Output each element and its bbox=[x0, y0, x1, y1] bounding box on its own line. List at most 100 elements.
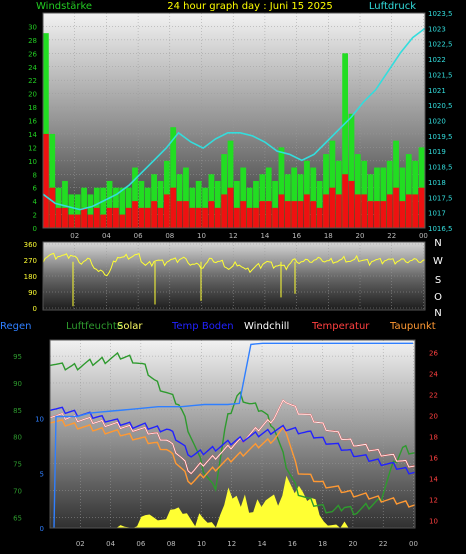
pressure-tick-label: 1023 bbox=[428, 25, 446, 33]
speed-bar bbox=[399, 201, 406, 228]
humidity-tick-label: 70 bbox=[13, 487, 22, 495]
gust-bar bbox=[342, 53, 348, 228]
climate-panel-x-ticks: 02 04 06 08 10 12 14 16 18 20 22 00 bbox=[76, 540, 418, 548]
speed-bar bbox=[43, 133, 49, 228]
temperature-tick-label: 14 bbox=[429, 476, 438, 484]
rain-tick-label: 10 bbox=[35, 416, 44, 424]
speed-bar bbox=[418, 187, 425, 228]
time-tick-label: 18 bbox=[318, 540, 327, 548]
direction-tick-label: 0 bbox=[33, 305, 37, 313]
wind-tick-label: 20 bbox=[28, 91, 37, 99]
legend-item: Regen bbox=[0, 321, 32, 332]
speed-bar bbox=[412, 194, 419, 228]
pressure-tick-label: 1021,5 bbox=[428, 71, 453, 79]
speed-bar bbox=[316, 207, 323, 228]
time-tick-label: 14 bbox=[260, 232, 269, 240]
compass-letter: O bbox=[434, 292, 442, 303]
speed-bar bbox=[348, 180, 355, 228]
gust-bar bbox=[195, 180, 202, 228]
gust-bar bbox=[253, 180, 259, 228]
temperature-tick-label: 12 bbox=[429, 497, 438, 505]
pressure-tick-label: 1020,5 bbox=[428, 102, 453, 110]
speed-bar bbox=[195, 207, 202, 228]
humidity-ticks: 65 70 75 80 85 90 95 bbox=[13, 353, 22, 522]
gust-bar bbox=[68, 194, 75, 228]
pressure-tick-label: 1019,5 bbox=[428, 133, 453, 141]
pressure-tick-label: 1018,5 bbox=[428, 164, 453, 172]
wind-tick-label: 18 bbox=[28, 104, 37, 112]
speed-bar bbox=[170, 187, 177, 228]
gust-bar bbox=[119, 187, 126, 228]
speed-bar bbox=[157, 207, 164, 228]
speed-bar bbox=[183, 201, 189, 228]
time-tick-label: 04 bbox=[106, 540, 115, 548]
time-tick-label: 06 bbox=[136, 540, 145, 548]
pressure-tick-label: 1021 bbox=[428, 87, 446, 95]
speed-bar bbox=[221, 194, 228, 228]
speed-bar bbox=[151, 201, 157, 228]
speed-bar bbox=[246, 207, 253, 228]
time-tick-label: 20 bbox=[356, 232, 365, 240]
time-tick-label: 08 bbox=[167, 540, 176, 548]
time-tick-label: 00 bbox=[409, 540, 418, 548]
speed-bar bbox=[259, 201, 266, 228]
speed-bar bbox=[386, 194, 393, 228]
speed-bar bbox=[361, 194, 368, 228]
humidity-tick-label: 95 bbox=[13, 353, 22, 361]
wind-tick-label: 16 bbox=[28, 118, 37, 126]
speed-bar bbox=[138, 207, 145, 228]
speed-bar bbox=[291, 201, 298, 228]
humidity-tick-label: 80 bbox=[13, 434, 22, 442]
speed-bar bbox=[144, 207, 151, 228]
gust-bar bbox=[374, 167, 380, 228]
speed-bar bbox=[393, 187, 399, 228]
gust-bar bbox=[106, 180, 113, 228]
gust-bar bbox=[87, 194, 94, 228]
humidity-tick-label: 65 bbox=[13, 514, 22, 522]
pressure-tick-label: 1023,5 bbox=[428, 10, 453, 18]
speed-bar bbox=[278, 194, 285, 228]
gust-bar bbox=[405, 154, 412, 228]
wind-tick-label: 28 bbox=[28, 37, 37, 45]
speed-bar bbox=[125, 207, 132, 228]
wind-tick-label: 26 bbox=[28, 50, 37, 58]
compass-letter: N bbox=[434, 308, 441, 319]
time-tick-label: 12 bbox=[227, 540, 236, 548]
wind-tick-label: 0 bbox=[33, 225, 37, 233]
speed-bar bbox=[272, 207, 278, 228]
speed-bar bbox=[297, 201, 304, 228]
speed-bar bbox=[132, 201, 138, 228]
chart-title: 24 hour graph day : Juni 15 2025 bbox=[167, 1, 333, 12]
climate-lines bbox=[49, 342, 416, 529]
gust-bar bbox=[380, 167, 387, 228]
temperature-tick-label: 26 bbox=[429, 350, 438, 358]
speed-bar bbox=[374, 201, 380, 228]
compass-letter: W bbox=[433, 256, 443, 267]
gust-bar bbox=[316, 180, 323, 228]
pressure-tick-label: 1018 bbox=[428, 179, 446, 187]
wind-direction-line bbox=[42, 252, 426, 307]
wind-tick-label: 22 bbox=[28, 77, 37, 85]
humidity-tick-label: 85 bbox=[13, 407, 22, 415]
gust-bar bbox=[74, 194, 81, 228]
speed-bar bbox=[214, 207, 221, 228]
gust-bar bbox=[240, 167, 247, 228]
time-tick-label: 02 bbox=[70, 232, 79, 240]
speed-bar bbox=[100, 214, 107, 228]
wind-bars bbox=[43, 33, 425, 228]
legend-item: Temperatur bbox=[311, 321, 370, 332]
rain-tick-label: 0 bbox=[40, 525, 44, 533]
pressure-tick-label: 1022 bbox=[428, 56, 446, 64]
time-tick-label: 16 bbox=[288, 540, 297, 548]
temperature-tick-label: 24 bbox=[429, 371, 438, 379]
time-tick-label: 10 bbox=[197, 232, 206, 240]
pressure-series-line bbox=[42, 27, 426, 211]
time-tick-label: 14 bbox=[258, 540, 267, 548]
speed-bar bbox=[405, 194, 412, 228]
wind-tick-label: 30 bbox=[28, 23, 37, 31]
temperature-tick-label: 10 bbox=[429, 518, 438, 526]
wind-panel-x-ticks: 02 04 06 08 10 12 14 16 18 20 22 00 bbox=[70, 232, 428, 240]
speed-bar bbox=[284, 201, 291, 228]
